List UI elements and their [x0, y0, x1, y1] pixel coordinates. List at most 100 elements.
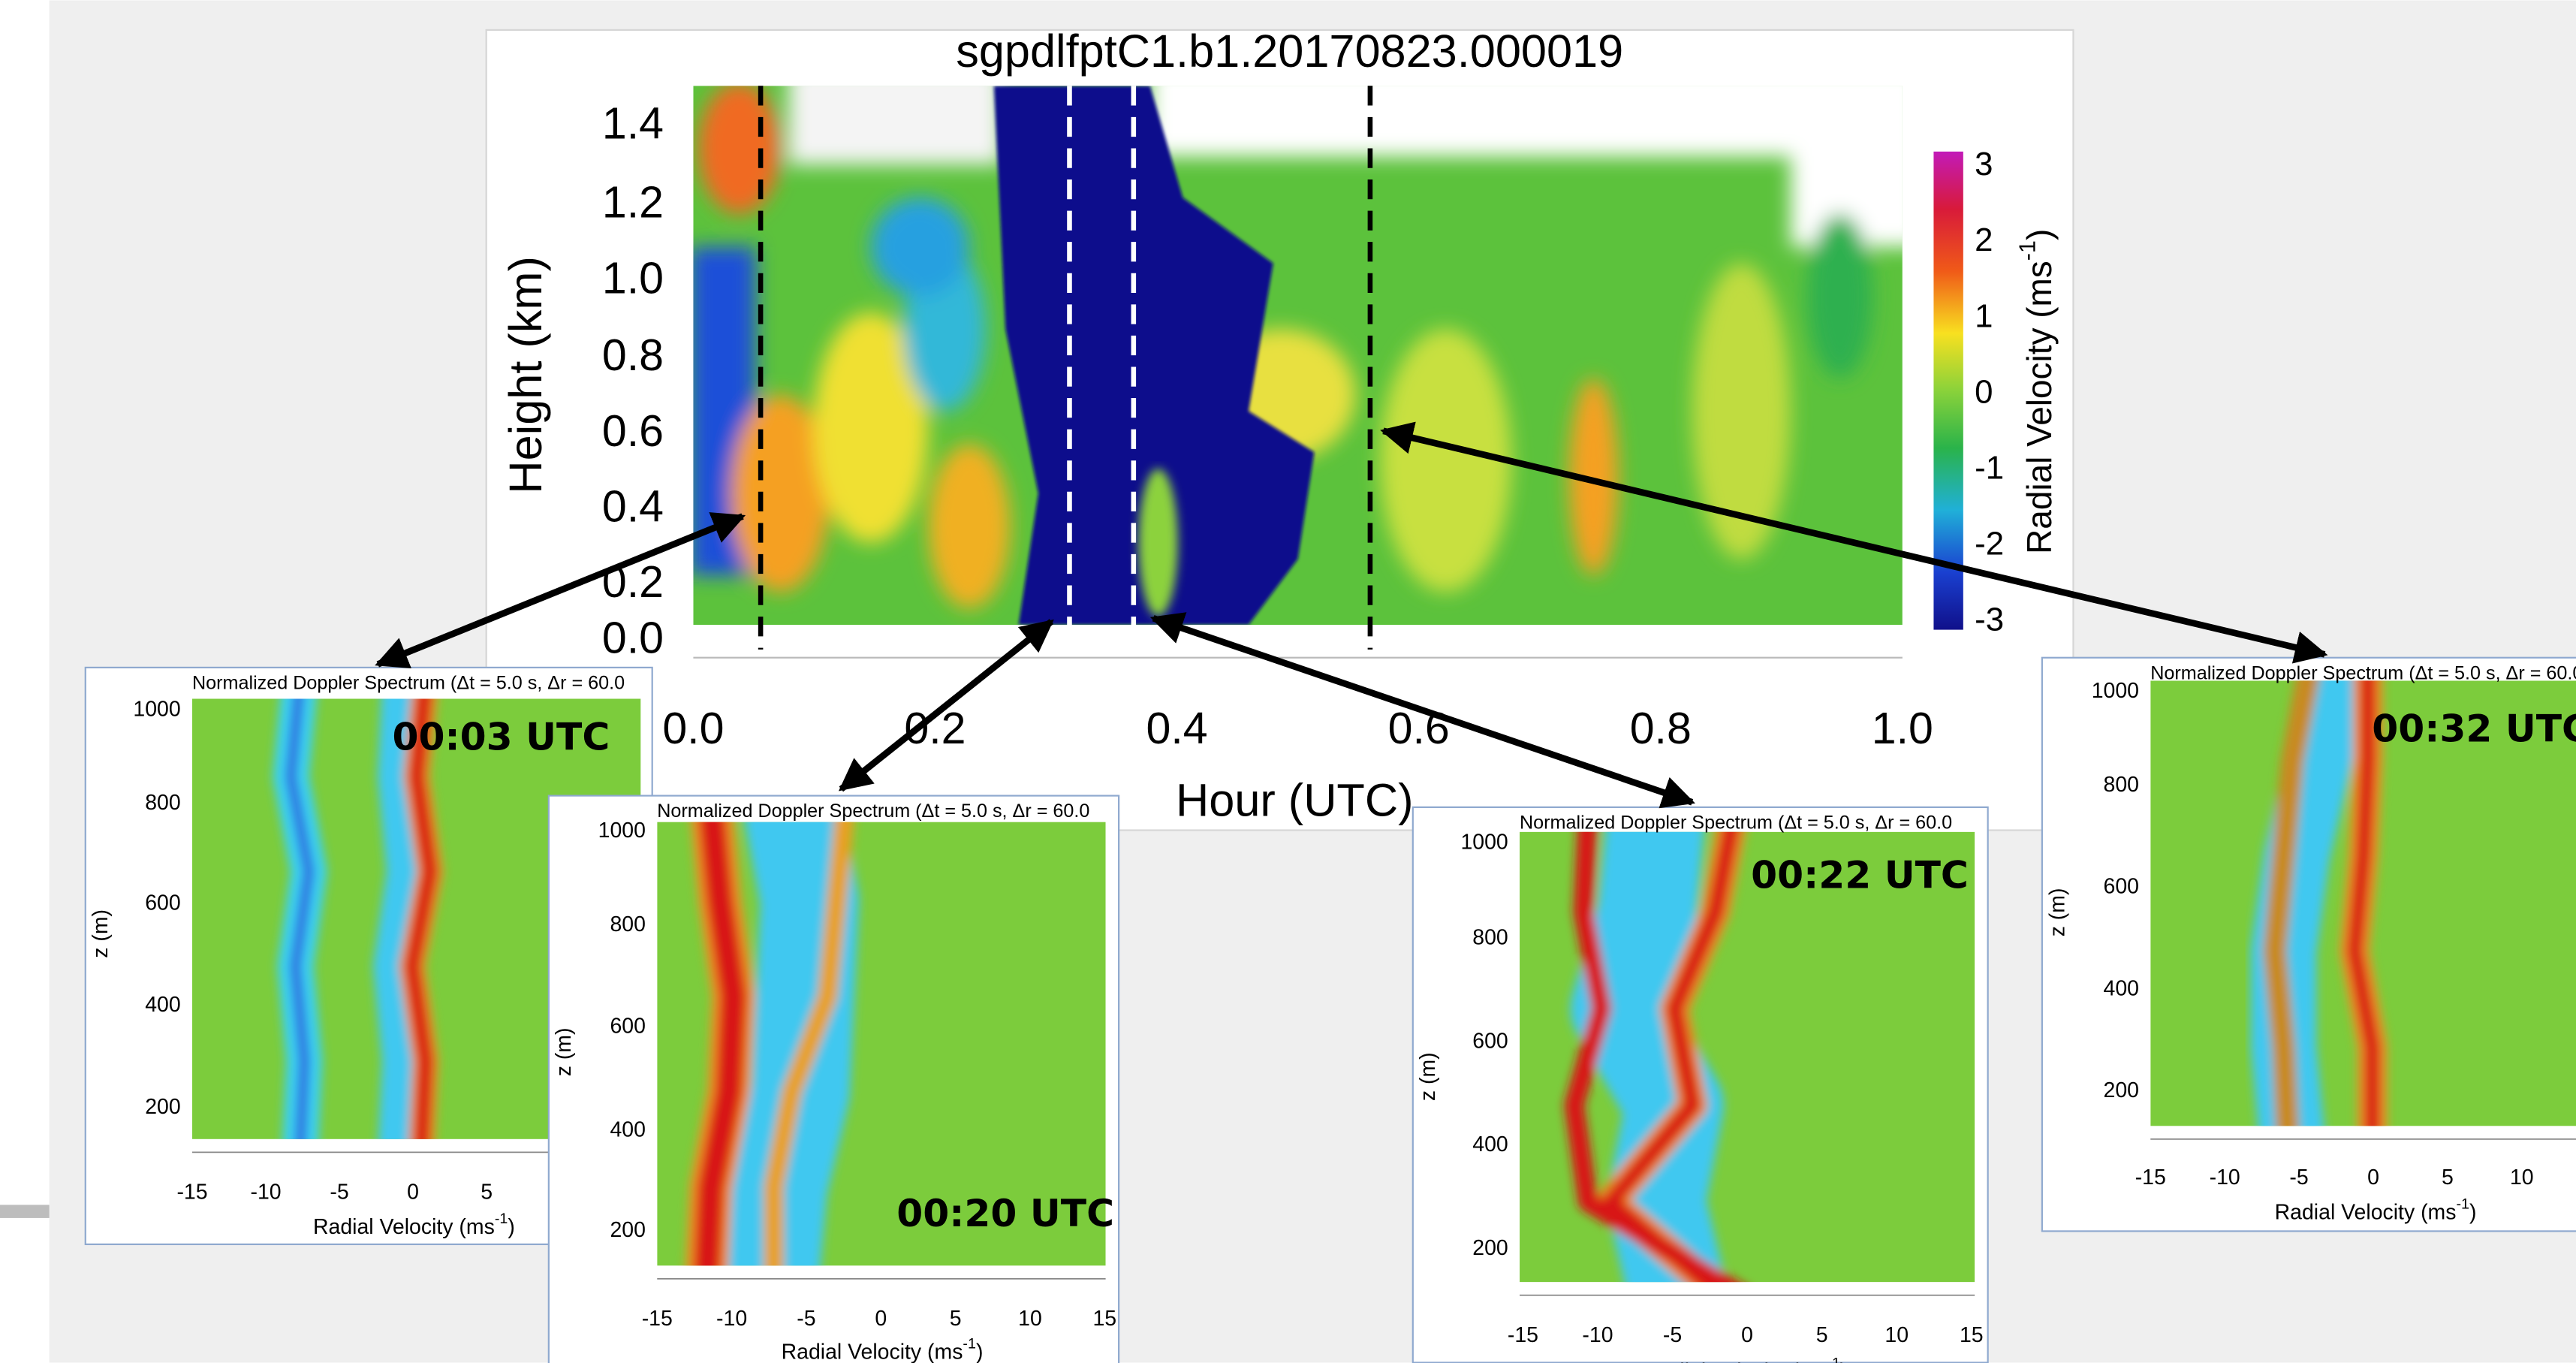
inset-heatmap: [1520, 831, 1975, 1283]
spectrum-stripe: [372, 698, 420, 1139]
y-tick-label: 600: [2104, 875, 2139, 899]
x-tick-label: 0.0: [662, 704, 724, 753]
x-tick-label: -15: [1508, 1323, 1538, 1347]
time-label: 00:22 UTC: [1751, 852, 1969, 897]
main-plot: sgpdlfptC1.b1.20170823.000019: [485, 26, 2074, 831]
y-tick-label: 1000: [2092, 679, 2139, 703]
x-tick-label: -10: [716, 1307, 747, 1331]
side-bar: [0, 1205, 50, 1218]
x-axis-label-sup: -1: [1827, 1355, 1840, 1363]
x-tick-label: 1.0: [1872, 704, 1933, 753]
x-axis-label-text: Radial Velocity (ms: [313, 1215, 495, 1239]
y-tick-label: 800: [2104, 773, 2139, 797]
x-tick-label: 10: [1885, 1323, 1909, 1347]
inset-title: Normalized Doppler Spectrum (Δt = 5.0 s,…: [192, 672, 625, 693]
x-tick-label: -5: [797, 1307, 815, 1331]
colorbar-label-sup: -1: [2014, 240, 2040, 261]
x-tick-label: -10: [250, 1181, 281, 1205]
y-axis-label: z (m): [552, 1028, 576, 1077]
x-axis-label-end: ): [508, 1215, 514, 1239]
inset-stripes: [2250, 680, 2388, 1126]
inset-heatmap: [657, 822, 1106, 1266]
y-tick-label: 1000: [1460, 831, 1508, 855]
x-tick-label: 0.8: [1630, 704, 1692, 753]
x-axis-label: Radial Velocity (ms-1): [1646, 1355, 1848, 1363]
inset-title: Normalized Doppler Spectrum (Δt = 5.0 s,…: [2150, 662, 2576, 683]
colorbar-label-end: ): [2020, 229, 2059, 240]
x-tick-label: 0: [1741, 1323, 1753, 1347]
colorbar-tick-label: 3: [1975, 146, 1993, 182]
x-axis-label-sup: -1: [2456, 1196, 2469, 1213]
x-axis-label: Hour (UTC): [1176, 775, 1413, 826]
colorbar-tick-label: 0: [1975, 373, 1993, 410]
time-label: 00:20 UTC: [896, 1191, 1114, 1235]
heatmap: [693, 86, 1903, 626]
y-axis-label: z (m): [89, 909, 113, 958]
y-tick-label: 200: [1472, 1236, 1508, 1260]
spectrum-stripe: [694, 822, 747, 1266]
y-axis-label: z (m): [2045, 888, 2069, 937]
x-axis-label: Radial Velocity (ms-1): [782, 1336, 984, 1363]
spectrum-stripe: [1564, 831, 1740, 1283]
inset: Normalized Doppler Spectrum (Δt = 5.0 s,…: [2041, 656, 2576, 1232]
y-tick-label: 400: [610, 1117, 645, 1141]
arrows: [375, 421, 2328, 809]
y-tick-label: 200: [145, 1095, 180, 1119]
y-axis-label: Height (km): [500, 256, 551, 494]
x-axis-label: Radial Velocity (ms-1): [2275, 1196, 2477, 1224]
x-axis-label-text: Radial Velocity (ms: [2275, 1200, 2457, 1224]
y-tick-label: 600: [1472, 1029, 1508, 1053]
inset-title: Normalized Doppler Spectrum (Δt = 5.0 s,…: [1520, 812, 1952, 833]
x-tick-label: 10: [1018, 1307, 1042, 1331]
colorbar-tick-label: 1: [1975, 297, 1993, 334]
y-tick-label: 200: [610, 1218, 645, 1242]
y-tick-label: 600: [145, 891, 180, 915]
x-tick-label: -15: [176, 1181, 207, 1205]
x-tick-label: 0: [875, 1307, 887, 1331]
colorbar-tick-label: -1: [1975, 449, 2004, 486]
spectrum-stripe: [285, 698, 314, 1139]
x-axis-label-text: Radial Velocity (ms: [782, 1340, 963, 1363]
y-tick-label: 400: [145, 993, 180, 1017]
x-tick-label: 0.4: [1146, 704, 1208, 753]
y-tick-label: 800: [145, 791, 180, 815]
x-axis-label-text: Radial Velocity (ms: [1646, 1359, 1827, 1363]
y-axis-label: z (m): [1416, 1052, 1440, 1101]
colorbar-tick-label: 2: [1975, 222, 1993, 258]
colorbar-label-text: Radial Velocity (ms: [2020, 261, 2059, 554]
y-tick-label: 0.8: [602, 330, 664, 380]
y-tick-label: 400: [2104, 976, 2139, 1000]
arrow: [1380, 421, 2328, 664]
inset-stripes: [273, 698, 444, 1139]
x-tick-label: 0: [2367, 1165, 2379, 1190]
x-tick-label: 10: [2510, 1165, 2534, 1190]
inset-stripes: [1564, 831, 1746, 1283]
time-label: 00:03 UTC: [392, 715, 610, 759]
x-tick-label: -15: [2135, 1165, 2166, 1190]
x-tick-label: 0: [407, 1181, 419, 1205]
arrow: [1149, 612, 1695, 809]
arrow: [375, 512, 746, 669]
x-tick-label: 5: [950, 1307, 962, 1331]
x-tick-label: 5: [2442, 1165, 2454, 1190]
y-tick-label: 1.4: [602, 99, 664, 149]
main-title: sgpdlfptC1.b1.20170823.000019: [956, 26, 1623, 77]
spectrum-stripe: [2263, 680, 2319, 1126]
y-tick-label: 200: [2104, 1078, 2139, 1102]
x-tick-label: 15: [1960, 1323, 1984, 1347]
heatmap-patch: [1138, 469, 1178, 617]
x-axis-label-sup: -1: [495, 1211, 508, 1227]
x-axis-label-end: ): [976, 1340, 983, 1363]
heatmap-low-region: [993, 86, 1315, 626]
x-tick-label: 5: [481, 1181, 493, 1205]
x-tick-label: -10: [1582, 1323, 1613, 1347]
x-axis-label: Radial Velocity (ms-1): [313, 1211, 515, 1238]
x-tick-label: -5: [2289, 1165, 2308, 1190]
inset-title: Normalized Doppler Spectrum (Δt = 5.0 s,…: [657, 801, 1089, 822]
colorbar: [1933, 151, 1963, 630]
time-label: 00:32 UTC: [2372, 707, 2576, 751]
x-tick-label: -5: [1663, 1323, 1682, 1347]
spectrum-stripe: [1570, 831, 1726, 1283]
